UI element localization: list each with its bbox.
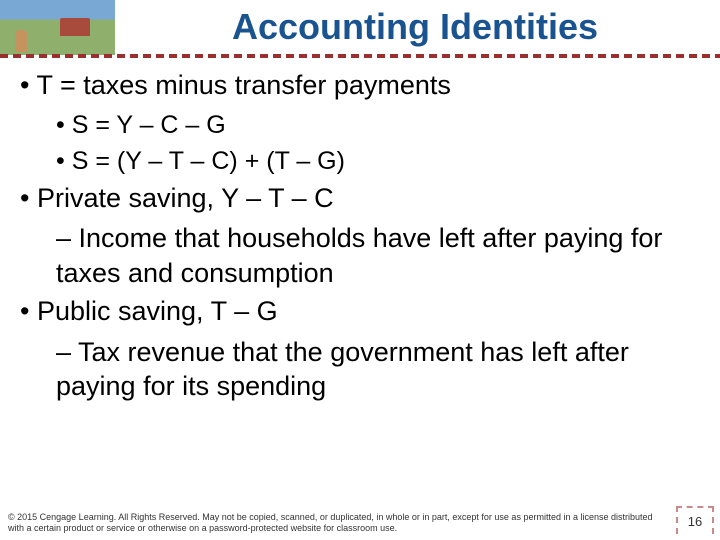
bullet-t-definition: • T = taxes minus transfer payments [20,68,704,103]
slide-content: • T = taxes minus transfer payments • S … [16,68,704,408]
copyright-footer: © 2015 Cengage Learning. All Rights Rese… [8,512,660,534]
bullet-text: S = (Y – T – C) + (T – G) [72,147,345,175]
bullet-text: S = Y – C – G [72,111,226,139]
title-divider [0,54,720,58]
slide-title: Accounting Identities [130,6,700,48]
bullet-s-equation-2: • S = (Y – T – C) + (T – G) [56,145,704,177]
bullet-private-saving: • Private saving, Y – T – C [20,181,704,216]
page-number: 16 [688,514,702,529]
bullet-public-saving: • Public saving, T – G [20,294,704,329]
bullet-text: Tax revenue that the government has left… [56,337,629,402]
header-thumbnail [0,0,115,55]
bullet-text: Income that households have left after p… [56,223,662,288]
bullet-s-equation-1: • S = Y – C – G [56,109,704,141]
page-number-box: 16 [676,506,714,534]
bullet-private-saving-sub: – Income that households have left after… [56,221,704,290]
bullet-text: Public saving, T – G [37,296,278,326]
bullet-text: Private saving, Y – T – C [37,183,334,213]
bullet-public-saving-sub: – Tax revenue that the government has le… [56,335,704,404]
bullet-text: T = taxes minus transfer payments [36,70,450,100]
